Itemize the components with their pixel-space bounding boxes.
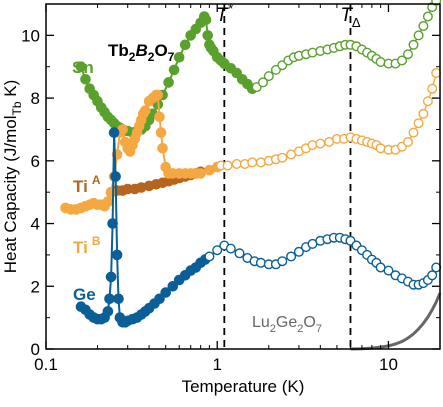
data-point-open-Ge — [277, 256, 288, 267]
series-line-Lu — [350, 292, 442, 351]
axes: 0.1 1 10 0 2 4 6 8 10 Temperature (K) Heat Capacit… — [1, 4, 440, 396]
data-point-open-Ge — [427, 270, 438, 281]
data-point-filled-TiB — [105, 186, 117, 198]
data-point-filled-Ge — [104, 293, 115, 305]
data-point-open-Sn — [263, 71, 274, 82]
reference-lines — [223, 4, 352, 349]
data-point-open-Ge — [293, 246, 304, 257]
data-point-open-TiB — [222, 160, 233, 171]
series-label-Sn: Sn — [72, 58, 94, 77]
y-tick-label: 4 — [31, 215, 40, 234]
data-point-open-TiB — [231, 158, 242, 169]
data-point-open-Sn — [258, 77, 269, 88]
data-point-open-Ge — [234, 248, 245, 259]
data-point-filled-Sn — [173, 52, 185, 63]
data-point-open-TiB — [255, 157, 266, 168]
data-point-filled-TiB — [157, 142, 168, 154]
vline-label-2: TΔ — [340, 5, 361, 30]
chart-title: Tb2B2O7 — [108, 41, 175, 64]
data-point-filled-Ge — [107, 218, 118, 229]
data-point-open-Sn — [375, 57, 386, 68]
data-point-filled-Sn — [179, 39, 191, 51]
data-point-open-Sn — [418, 21, 429, 32]
x-tick-label: 0.1 — [34, 355, 58, 374]
y-tick-label: 8 — [31, 89, 40, 108]
y-tick-label: 2 — [31, 277, 40, 296]
data-point-filled-Sn — [202, 30, 213, 41]
series-Lu — [350, 292, 442, 351]
series-label-Ge: Ge — [73, 285, 96, 304]
y-tick-label: 0 — [31, 340, 40, 359]
data-point-open-Ge — [383, 265, 394, 276]
y-tick-label: 6 — [31, 152, 40, 171]
data-point-open-Ge — [255, 257, 266, 268]
data-point-open-TiB — [375, 143, 386, 154]
data-point-filled-Sn — [80, 74, 91, 85]
x-tick-label: 1 — [212, 355, 221, 374]
data-point-open-TiB — [307, 140, 318, 151]
data-point-filled-Ge — [110, 171, 121, 182]
data-series — [60, 0, 442, 351]
series-connector-Ge — [80, 132, 206, 324]
data-point-open-TiB — [418, 108, 429, 119]
y-tick-label: 10 — [21, 26, 40, 45]
data-point-open-TiB — [277, 152, 288, 163]
data-point-filled-Ge — [111, 249, 123, 261]
data-point-open-TiB — [422, 96, 433, 107]
series-label-TiB: Ti B — [73, 234, 101, 257]
data-point-open-TiB — [403, 136, 414, 147]
data-point-filled-Ge — [113, 293, 124, 305]
data-point-open-Sn — [413, 30, 424, 41]
data-point-filled-Sn — [75, 61, 87, 72]
series-label-TiA: Ti A — [73, 173, 101, 196]
series-TiB — [60, 67, 442, 215]
vline-label-1: T* — [216, 1, 234, 26]
data-point-open-Sn — [408, 39, 419, 50]
data-point-open-TiB — [427, 83, 438, 94]
data-point-filled-TiB — [155, 127, 167, 138]
data-point-filled-TiB — [139, 105, 151, 116]
data-point-filled-TiB — [152, 89, 164, 101]
series-label-Lu: Lu2Ge2O7 — [252, 314, 322, 335]
data-point-open-Ge — [286, 251, 297, 262]
data-point-open-Ge — [204, 251, 215, 262]
data-point-filled-Sn — [200, 14, 212, 26]
data-point-open-TiB — [413, 118, 424, 129]
data-point-open-TiB — [408, 127, 419, 138]
data-point-filled-Sn — [168, 64, 180, 76]
data-point-open-Sn — [397, 55, 408, 66]
data-point-open-TiB — [315, 138, 326, 149]
data-point-open-Ge — [431, 262, 442, 273]
data-point-open-Ge — [212, 245, 223, 256]
data-point-filled-Ge — [102, 306, 114, 317]
y-axis-title: Heat Capacity (J/molTb K) — [1, 80, 24, 274]
data-point-open-Sn — [403, 49, 414, 60]
data-point-open-TiB — [431, 67, 442, 78]
data-point-filled-Sn — [163, 77, 174, 88]
data-point-filled-Ge — [160, 287, 171, 298]
data-point-filled-Ge — [167, 280, 179, 292]
data-point-filled-Ge — [154, 293, 165, 305]
x-tick-label: 10 — [379, 355, 398, 374]
data-point-open-Sn — [422, 11, 433, 22]
annotations: T* TΔ Tb2B2O7 Sn Ti A Ti B Ge Lu2Ge2O7 — [72, 1, 361, 335]
data-point-filled-TiB — [154, 111, 165, 123]
data-point-filled-TiB — [195, 168, 206, 179]
data-point-filled-TiB — [102, 196, 114, 207]
series-Ge — [75, 127, 442, 328]
plot-frame — [45, 3, 441, 350]
data-point-open-TiB — [247, 157, 258, 168]
x-axis-title: Temperature (K) — [182, 377, 305, 396]
data-point-open-Ge — [225, 243, 236, 254]
data-point-filled-Ge — [108, 127, 120, 138]
series-Sn — [75, 0, 442, 138]
data-point-filled-Ge — [105, 271, 117, 283]
